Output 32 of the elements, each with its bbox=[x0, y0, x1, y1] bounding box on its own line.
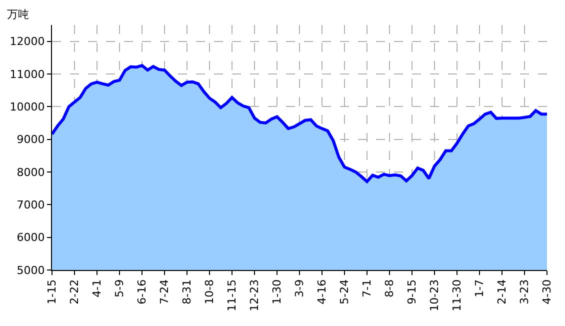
x-tick-label: 1-30 bbox=[270, 279, 284, 304]
y-tick-label: 8000 bbox=[16, 166, 45, 179]
x-tick-label: 6-16 bbox=[136, 279, 149, 304]
y-tick-label: 12000 bbox=[10, 35, 45, 48]
x-tick-label: 1-15 bbox=[46, 279, 59, 304]
y-tick-label: 10000 bbox=[10, 100, 45, 114]
x-tick-label: 7-24 bbox=[158, 279, 172, 304]
x-tick-label: 9-15 bbox=[406, 279, 419, 304]
y-tick-label: 5000 bbox=[16, 264, 45, 277]
y-axis-title: 万吨 bbox=[7, 8, 29, 21]
x-tick-label: 4-16 bbox=[316, 279, 329, 304]
x-tick-label: 10-23 bbox=[428, 279, 442, 312]
x-tick-label: 1-7 bbox=[473, 279, 486, 298]
x-tick-label: 5-24 bbox=[338, 279, 352, 304]
x-tick-label: 5-9 bbox=[113, 279, 126, 298]
y-tick-label: 6000 bbox=[16, 231, 45, 244]
x-tick-label: 8-8 bbox=[383, 279, 396, 298]
x-tick-label: 10-8 bbox=[203, 279, 216, 304]
x-tick-label: 2-22 bbox=[68, 279, 82, 304]
y-tick-label: 9000 bbox=[16, 133, 45, 146]
x-tick-label: 11-30 bbox=[450, 279, 464, 312]
x-tick-label: 2-14 bbox=[496, 279, 509, 304]
x-tick-label: 12-23 bbox=[248, 279, 262, 312]
x-tick-label: 4-30 bbox=[540, 279, 554, 304]
x-tick-label: 3-23 bbox=[518, 279, 532, 304]
x-tick-label: 7-1 bbox=[360, 279, 374, 298]
x-tick-label: 11-15 bbox=[226, 279, 239, 312]
x-tick-label: 3-9 bbox=[293, 279, 306, 298]
y-tick-label: 7000 bbox=[16, 198, 45, 212]
x-tick-label: 8-31 bbox=[180, 279, 194, 304]
x-tick-label: 4-1 bbox=[90, 279, 104, 298]
y-tick-label: 11000 bbox=[10, 68, 45, 81]
